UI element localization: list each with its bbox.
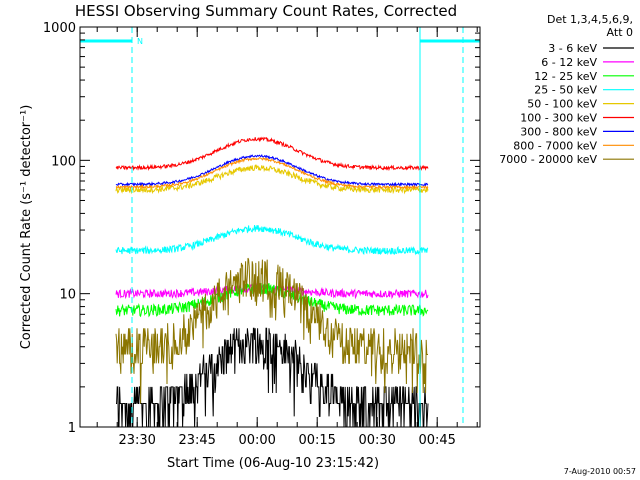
- y-tick-label: 1: [68, 421, 76, 436]
- plot-frame: [79, 26, 481, 428]
- night-flag-label: N: [137, 37, 143, 46]
- legend-header-2: Att 0: [607, 26, 633, 39]
- series-line-3: [115, 225, 429, 256]
- x-tick-label: 00:00: [238, 433, 275, 448]
- legend-entry-1: 6 - 12 keV: [541, 56, 597, 69]
- y-tick-label: 10: [59, 288, 76, 303]
- legend-header-1: Det 1,3,4,5,6,9,: [547, 13, 633, 26]
- series-line-4: [115, 164, 429, 195]
- x-axis: 23:30 23:45 00:00 00:15 00:30 00:45: [96, 27, 478, 448]
- legend-entry-7: 800 - 7000 keV: [513, 139, 597, 152]
- series-line-2: [115, 282, 429, 318]
- series-line-7: [115, 156, 429, 190]
- y-axis-label: Corrected Count Rate (s⁻¹ detector⁻¹): [19, 105, 34, 350]
- y-tick-label: 1000: [43, 21, 76, 36]
- legend-entry-0: 3 - 6 keV: [548, 42, 597, 55]
- x-tick-label: 00:30: [358, 433, 395, 448]
- legend-entry-6: 300 - 800 keV: [520, 125, 597, 138]
- y-tick-label: 100: [51, 154, 76, 169]
- x-tick-label: 23:45: [178, 433, 215, 448]
- legend-entry-8: 7000 - 20000 keV: [499, 153, 597, 166]
- x-tick-label: 00:15: [298, 433, 335, 448]
- y-axis: 1 10 100 1000: [43, 21, 480, 436]
- series-line-8: [115, 257, 428, 404]
- series-layer: [115, 136, 429, 428]
- x-axis-label: Start Time (06-Aug-10 23:15:42): [167, 456, 379, 471]
- legend-entry-5: 100 - 300 keV: [520, 112, 597, 125]
- legend-entry-2: 12 - 25 keV: [534, 70, 597, 83]
- series-line-5: [115, 136, 429, 172]
- x-tick-label: 23:30: [118, 433, 155, 448]
- legend-entry-3: 25 - 50 keV: [534, 84, 597, 97]
- legend-entry-4: 50 - 100 keV: [527, 98, 597, 111]
- footer-date: 7-Aug-2010 00:57: [564, 467, 636, 476]
- series-line-0: [116, 327, 429, 428]
- x-tick-label: 00:45: [418, 433, 455, 448]
- series-line-6: [115, 154, 429, 188]
- chart-title: HESSI Observing Summary Count Rates, Cor…: [75, 2, 457, 20]
